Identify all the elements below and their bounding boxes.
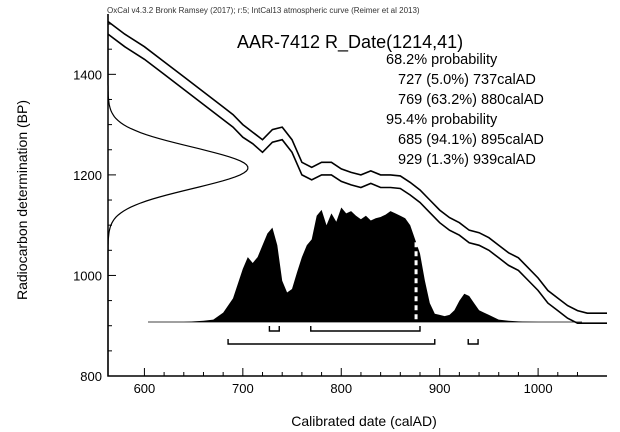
oxcal-header: OxCal v4.3.2 Bronk Ramsey (2017); r:5; I… xyxy=(107,6,420,15)
y-tick-label: 800 xyxy=(80,369,102,384)
y-axis-label: Radiocarbon determination (BP) xyxy=(14,100,30,300)
probability-line: 727 (5.0%) 737calAD xyxy=(398,72,536,88)
x-tick-label: 600 xyxy=(134,381,156,396)
y-tick-label: 1200 xyxy=(73,168,102,183)
probability-line: 95.4% probability xyxy=(386,112,498,128)
posterior-density-area xyxy=(183,207,558,322)
probability-line: 769 (63.2%) 880calAD xyxy=(398,92,544,108)
probability-line: 929 (1.3%) 939calAD xyxy=(398,152,536,168)
range-68-bracket-1 xyxy=(268,326,280,332)
calibration-curve-upper xyxy=(107,20,607,314)
x-tick-label: 900 xyxy=(429,381,451,396)
x-tick-label: 700 xyxy=(232,381,254,396)
probability-line: 685 (94.1%) 895calAD xyxy=(398,132,544,148)
x-axis-label: Calibrated date (calAD) xyxy=(291,413,437,429)
x-tick-label: 800 xyxy=(330,381,352,396)
calibration-curve-lower xyxy=(107,33,607,324)
range-95-bracket-1 xyxy=(227,339,436,345)
x-tick-label: 1000 xyxy=(524,381,553,396)
probability-line: 68.2% probability xyxy=(386,52,498,68)
range-95-bracket-2 xyxy=(467,339,479,345)
plot-area: 600 700 800 900 1000 800 1000 1200 1400 xyxy=(73,14,607,396)
chart-title: AAR-7412 R_Date(1214,41) xyxy=(237,32,463,53)
y-tick-label: 1400 xyxy=(73,67,102,82)
probability-text-block: 68.2% probability 727 (5.0%) 737calAD 769 … xyxy=(386,52,544,168)
y-tick-label: 1000 xyxy=(73,268,102,283)
range-68-bracket-2 xyxy=(310,326,421,332)
